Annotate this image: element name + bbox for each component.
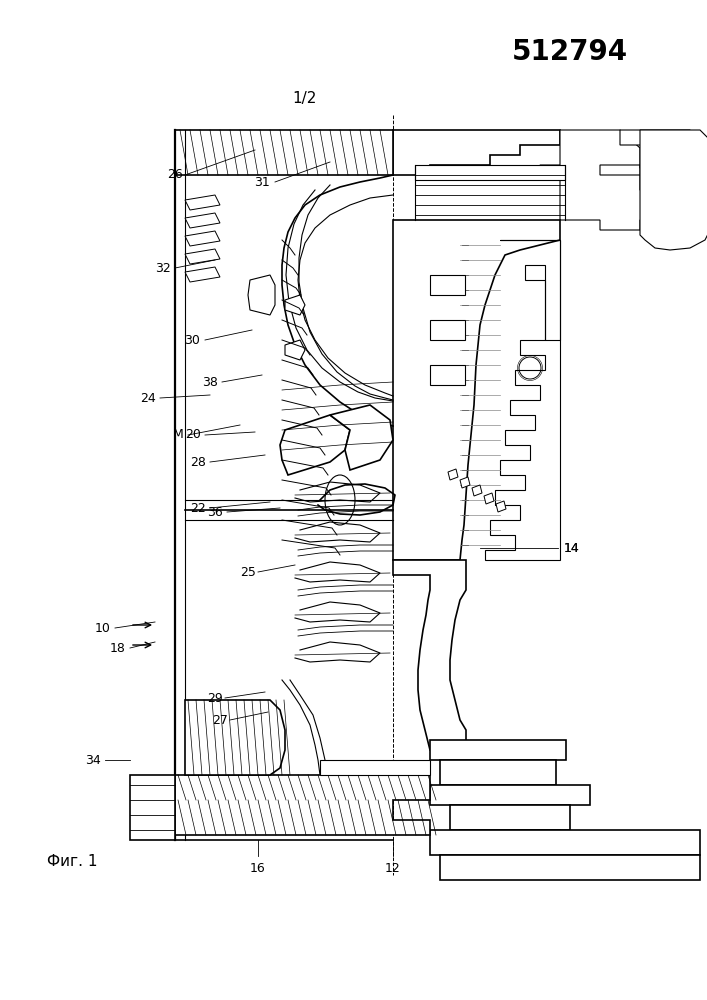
Polygon shape bbox=[460, 477, 470, 488]
Bar bbox=[130, 775, 175, 840]
Text: 29: 29 bbox=[207, 692, 223, 704]
Text: 24: 24 bbox=[140, 391, 156, 404]
Polygon shape bbox=[330, 405, 393, 470]
Polygon shape bbox=[285, 295, 305, 315]
Text: 38: 38 bbox=[202, 375, 218, 388]
Text: 1/2: 1/2 bbox=[293, 91, 317, 105]
Polygon shape bbox=[393, 560, 466, 750]
Polygon shape bbox=[485, 240, 560, 560]
Text: Фиг. 1: Фиг. 1 bbox=[47, 854, 98, 869]
Polygon shape bbox=[185, 195, 220, 210]
Text: M: M bbox=[173, 428, 183, 442]
Text: 22: 22 bbox=[190, 502, 206, 514]
Polygon shape bbox=[393, 220, 560, 560]
Text: 36: 36 bbox=[207, 506, 223, 518]
Bar bbox=[430, 320, 465, 340]
Polygon shape bbox=[472, 485, 482, 496]
Text: 27: 27 bbox=[212, 714, 228, 726]
Polygon shape bbox=[620, 130, 700, 195]
Polygon shape bbox=[248, 275, 275, 315]
Bar bbox=[430, 365, 465, 385]
Polygon shape bbox=[185, 213, 220, 228]
Text: 26: 26 bbox=[167, 168, 183, 182]
Polygon shape bbox=[280, 415, 350, 475]
Text: 14: 14 bbox=[564, 542, 580, 554]
Text: 14: 14 bbox=[564, 542, 580, 554]
Text: 18: 18 bbox=[110, 642, 126, 654]
Polygon shape bbox=[640, 165, 700, 235]
Bar bbox=[440, 760, 556, 785]
Text: 31: 31 bbox=[254, 176, 270, 188]
Polygon shape bbox=[320, 760, 430, 775]
Bar bbox=[430, 785, 590, 805]
Bar bbox=[415, 165, 565, 180]
Text: 10: 10 bbox=[95, 621, 111, 635]
Polygon shape bbox=[640, 130, 707, 250]
Polygon shape bbox=[185, 267, 220, 282]
Text: 16: 16 bbox=[250, 861, 266, 874]
Polygon shape bbox=[393, 130, 560, 175]
Text: 28: 28 bbox=[190, 456, 206, 468]
Polygon shape bbox=[185, 700, 285, 775]
Bar bbox=[450, 805, 570, 830]
Polygon shape bbox=[185, 231, 220, 246]
Text: 32: 32 bbox=[155, 261, 171, 274]
Polygon shape bbox=[448, 469, 458, 480]
Polygon shape bbox=[175, 130, 393, 175]
Bar bbox=[430, 275, 465, 295]
Bar bbox=[430, 830, 700, 855]
Text: 512794: 512794 bbox=[512, 38, 628, 66]
Polygon shape bbox=[484, 493, 494, 504]
Text: 34: 34 bbox=[85, 754, 101, 766]
Polygon shape bbox=[185, 249, 220, 264]
Bar bbox=[440, 855, 700, 880]
Bar bbox=[430, 740, 566, 760]
Text: 25: 25 bbox=[240, 566, 256, 578]
Polygon shape bbox=[496, 501, 506, 512]
Polygon shape bbox=[285, 340, 305, 360]
Polygon shape bbox=[540, 130, 650, 230]
Text: 30: 30 bbox=[184, 334, 200, 347]
Text: 12: 12 bbox=[385, 861, 401, 874]
Polygon shape bbox=[175, 775, 430, 835]
Text: 20: 20 bbox=[185, 428, 201, 442]
Bar bbox=[460, 830, 560, 850]
